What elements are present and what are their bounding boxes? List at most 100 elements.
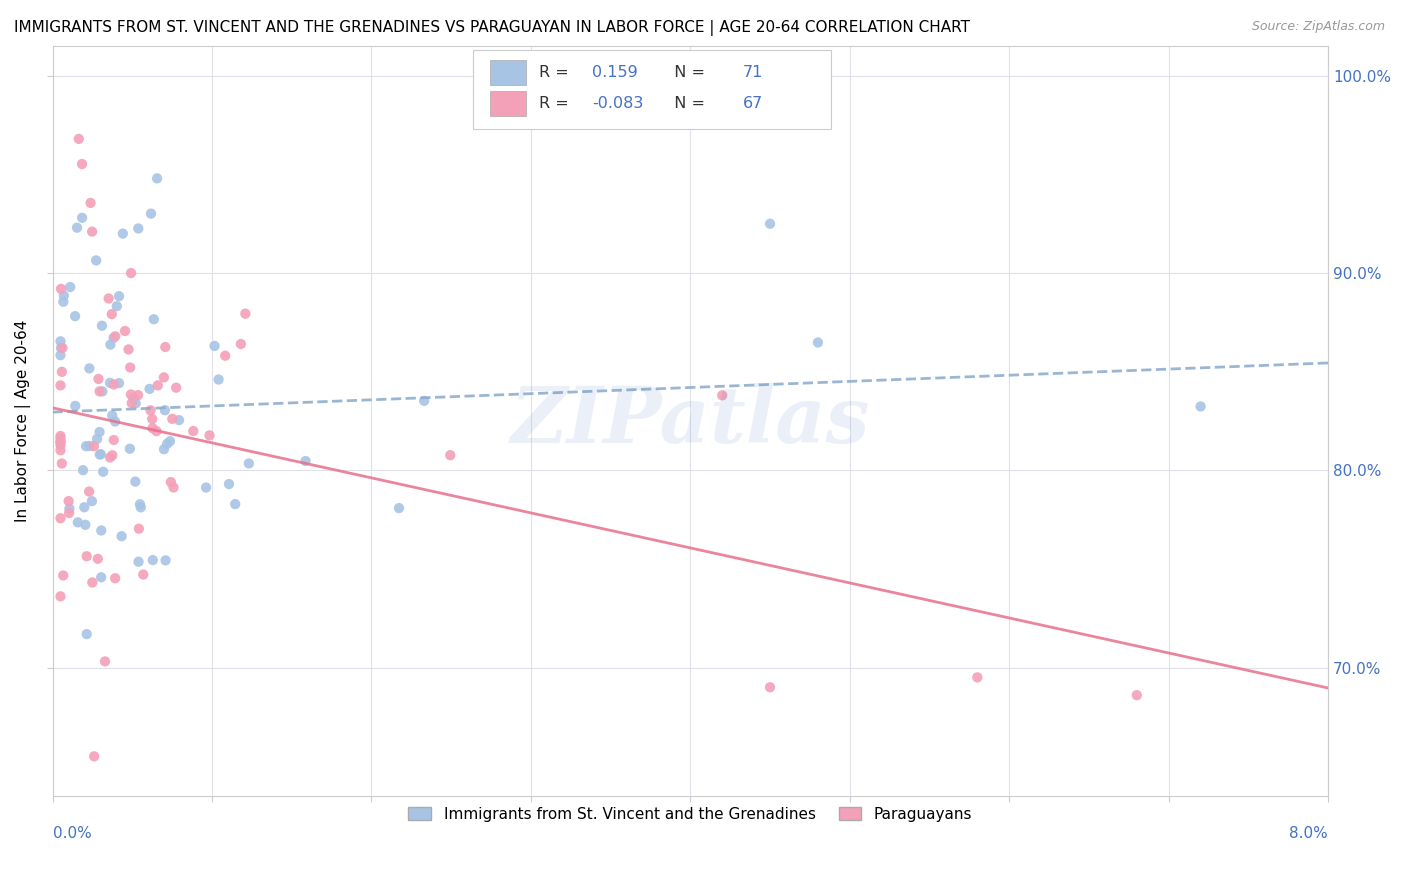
Point [156,437,179,451]
Point [198,428,221,442]
Point [162,412,184,426]
Point [104,415,127,429]
Point [1189,400,1212,414]
Point [49,432,72,446]
Point [100,337,122,351]
Text: 0.0%: 0.0% [52,826,91,841]
Point [83,439,105,453]
Point [229,337,252,351]
Text: R =: R = [538,65,574,80]
Point [89,384,111,399]
Point [52,288,75,302]
Point [160,475,183,489]
Point [167,413,190,427]
Text: 8.0%: 8.0% [1289,826,1329,841]
Point [66,220,89,235]
Point [142,553,165,567]
Legend: Immigrants from St. Vincent and the Grenadines, Paraguayans: Immigrants from St. Vincent and the Gren… [401,799,980,830]
Point [153,442,176,457]
Point [49,282,72,296]
Point [94,655,117,669]
Point [84,253,107,268]
Point [129,500,152,515]
Point [807,335,830,350]
Point [966,670,988,684]
Point [439,448,461,462]
Point [132,567,155,582]
Point [87,551,110,566]
FancyBboxPatch shape [474,50,831,128]
Point [294,454,316,468]
Point [76,549,98,564]
Point [52,294,75,309]
Point [238,457,260,471]
Point [122,392,145,406]
Point [759,217,782,231]
Point [91,318,114,333]
Text: 71: 71 [742,65,763,80]
Text: 67: 67 [742,96,763,112]
Point [153,370,176,384]
Point [75,517,97,532]
Point [49,429,72,443]
Point [87,372,110,386]
Point [146,171,169,186]
Point [128,555,150,569]
Point [89,448,111,462]
Point [97,292,120,306]
Point [98,376,121,390]
Y-axis label: In Labor Force | Age 20-64: In Labor Force | Age 20-64 [15,320,31,522]
Point [118,442,141,456]
Point [108,376,131,390]
Point [67,132,90,146]
Point [233,307,256,321]
Point [145,424,167,438]
Point [224,497,246,511]
Point [89,425,111,439]
Point [49,590,72,604]
Point [120,360,142,375]
Point [98,450,121,465]
Point [108,289,131,303]
Point [103,331,125,345]
Point [101,448,124,462]
Point [82,225,104,239]
Point [103,377,125,392]
Point [155,553,177,567]
Point [162,480,184,494]
Point [49,435,72,450]
Point [51,457,73,471]
Point [77,484,100,499]
Point [90,524,112,538]
Point [103,433,125,447]
Point [114,324,136,338]
Point [153,403,176,417]
Point [124,475,146,489]
Point [65,399,87,413]
Text: IMMIGRANTS FROM ST. VINCENT AND THE GRENADINES VS PARAGUAYAN IN LABOR FORCE | AG: IMMIGRANTS FROM ST. VINCENT AND THE GREN… [14,20,970,36]
Point [58,494,80,508]
Point [759,680,782,694]
Point [1126,688,1149,702]
Point [80,494,103,508]
Point [70,157,93,171]
Point [111,227,134,241]
Point [121,396,143,410]
Point [58,506,80,520]
Point [49,341,72,355]
Point [388,501,411,516]
Point [139,207,162,221]
FancyBboxPatch shape [491,91,526,116]
Point [155,340,177,354]
Point [52,568,75,582]
Point [141,421,163,435]
Text: 0.159: 0.159 [592,65,638,80]
Point [104,571,127,585]
Point [159,434,181,449]
Point [79,196,101,211]
Point [129,497,152,511]
Point [49,348,72,362]
Point [79,439,101,453]
Point [127,221,149,235]
Point [127,388,149,402]
